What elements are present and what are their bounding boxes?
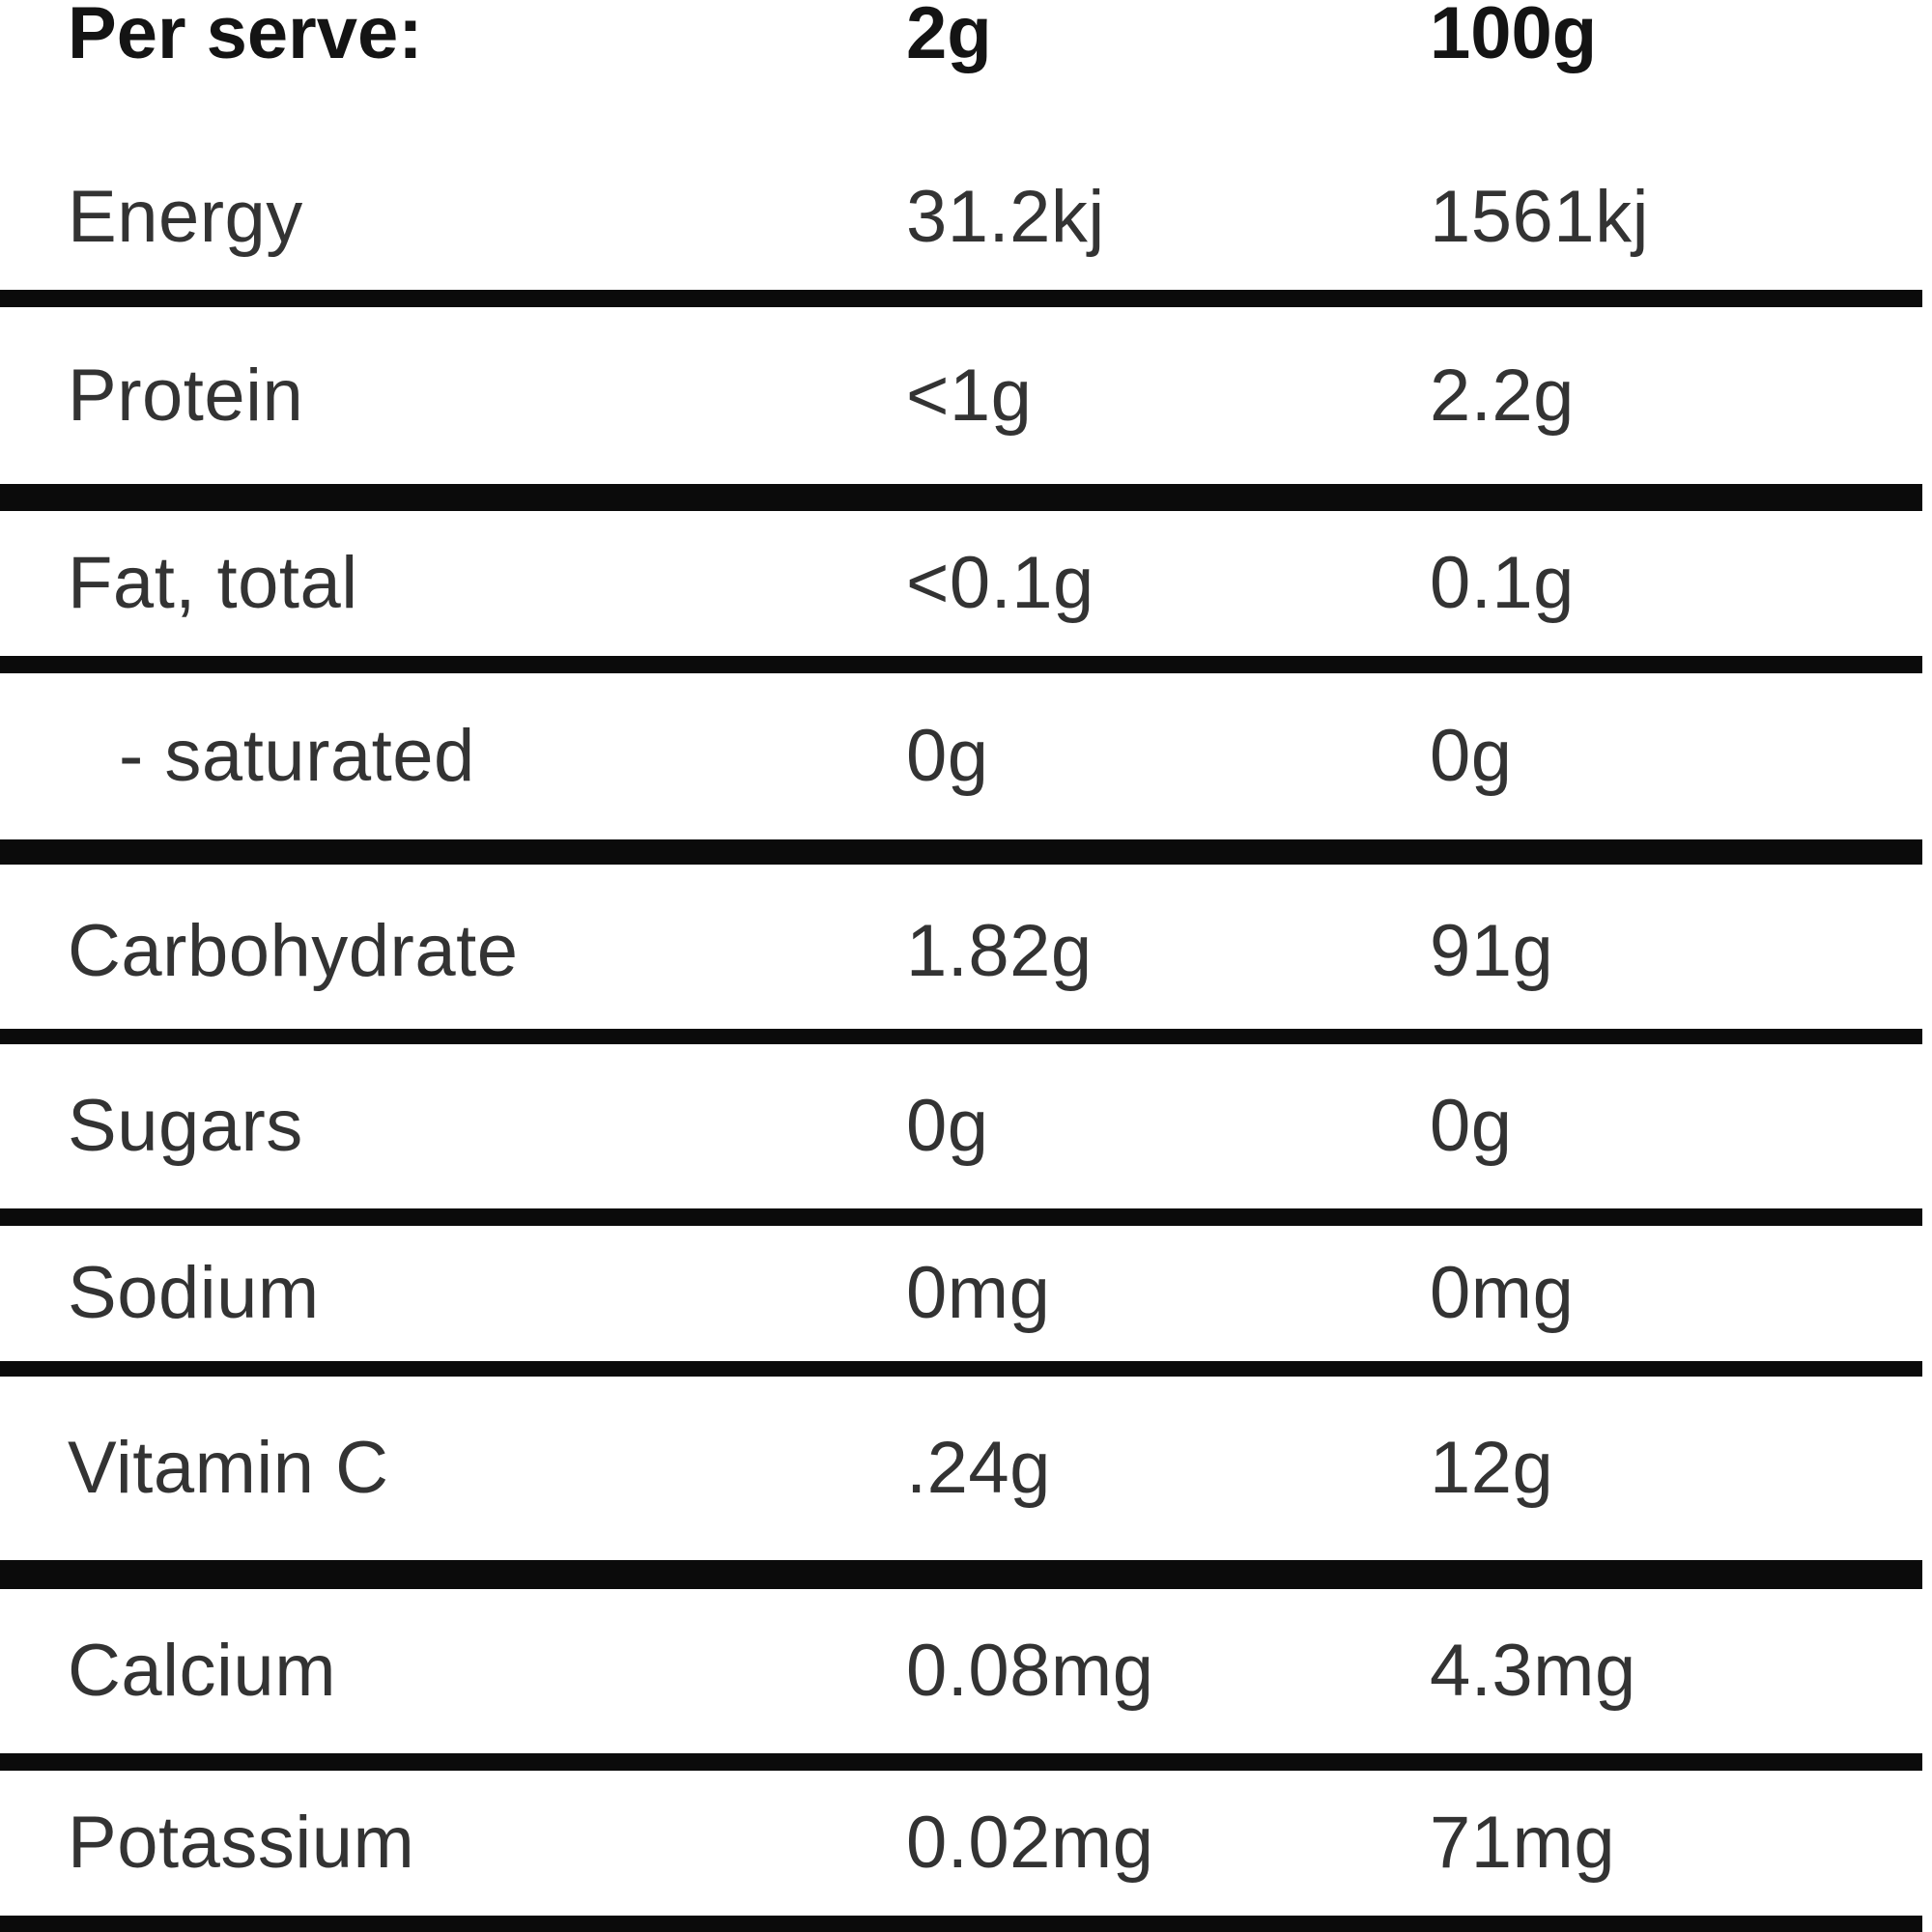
- row-value-per-100g: 91g: [1430, 910, 1554, 992]
- row-value-per-serve: 0g: [906, 715, 989, 797]
- row-label: Fat, total: [68, 542, 358, 624]
- row-value-per-100g: 71mg: [1430, 1802, 1616, 1884]
- row-value-per-100g: 0g: [1430, 715, 1513, 797]
- divider: [0, 1560, 1922, 1589]
- row-value-per-100g: 12g: [1430, 1427, 1554, 1509]
- row-value-per-serve: 1.82g: [906, 910, 1093, 992]
- row-value-per-100g: 4.3mg: [1430, 1630, 1636, 1712]
- row-value-per-100g: 1561kj: [1430, 176, 1649, 258]
- row-label: Vitamin C: [68, 1427, 389, 1509]
- row-value-per-serve: 0.08mg: [906, 1630, 1154, 1712]
- header-col-2g: 2g: [906, 0, 992, 74]
- row-value-per-serve: 0g: [906, 1085, 989, 1167]
- header-per-serve-label: Per serve:: [68, 0, 423, 74]
- divider: [0, 1208, 1922, 1226]
- divider: [0, 1753, 1922, 1771]
- row-value-per-100g: 2.2g: [1430, 354, 1575, 437]
- row-label: Energy: [68, 176, 303, 258]
- row-label: Sodium: [68, 1252, 320, 1334]
- divider: [0, 1361, 1922, 1377]
- divider: [0, 484, 1922, 511]
- table-row-protein: Protein <1g 2.2g: [0, 307, 1932, 484]
- row-value-per-serve: 0.02mg: [906, 1802, 1154, 1884]
- row-label: - saturated: [119, 715, 475, 797]
- row-value-per-serve: 0mg: [906, 1252, 1051, 1334]
- row-label: Protein: [68, 354, 304, 437]
- table-row-saturated: - saturated 0g 0g: [0, 673, 1932, 839]
- table-row-carbohydrate: Carbohydrate 1.82g 91g: [0, 865, 1932, 1029]
- table-row-sugars: Sugars 0g 0g: [0, 1044, 1932, 1208]
- table-row-vitamin-c: Vitamin C .24g 12g: [0, 1377, 1932, 1560]
- row-value-per-serve: <0.1g: [906, 542, 1094, 624]
- table-row-sodium: Sodium 0mg 0mg: [0, 1226, 1932, 1361]
- table-header-row: Per serve: 2g 100g: [0, 0, 1932, 126]
- row-label: Calcium: [68, 1630, 336, 1712]
- row-value-per-serve: .24g: [906, 1427, 1051, 1509]
- divider: [0, 656, 1922, 673]
- table-row-calcium: Calcium 0.08mg 4.3mg: [0, 1589, 1932, 1753]
- divider: [0, 1029, 1922, 1044]
- divider: [0, 839, 1922, 865]
- row-value-per-serve: <1g: [906, 354, 1033, 437]
- row-label: Carbohydrate: [68, 910, 519, 992]
- row-label: Potassium: [68, 1802, 415, 1884]
- row-value-per-100g: 0g: [1430, 1085, 1513, 1167]
- divider-bottom: [0, 1916, 1922, 1932]
- header-col-100g: 100g: [1430, 0, 1598, 74]
- divider: [0, 290, 1922, 307]
- table-row-energy: Energy 31.2kj 1561kj: [0, 126, 1932, 290]
- row-value-per-serve: 31.2kj: [906, 176, 1105, 258]
- table-row-potassium: Potassium 0.02mg 71mg: [0, 1771, 1932, 1916]
- table-row-fat-total: Fat, total <0.1g 0.1g: [0, 511, 1932, 656]
- row-value-per-100g: 0mg: [1430, 1252, 1575, 1334]
- row-value-per-100g: 0.1g: [1430, 542, 1575, 624]
- row-label: Sugars: [68, 1085, 303, 1167]
